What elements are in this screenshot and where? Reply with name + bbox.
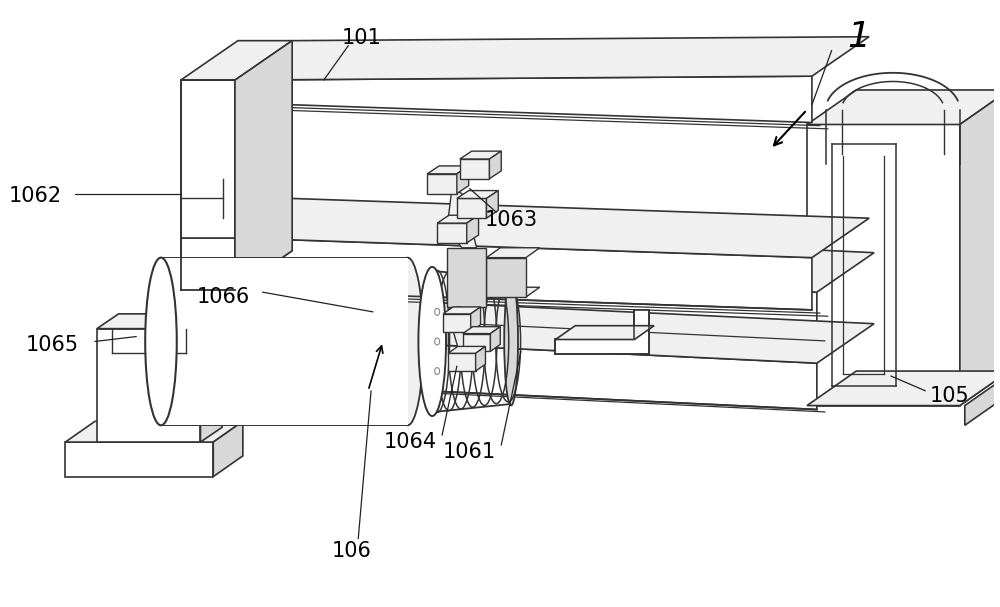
Polygon shape [447, 248, 486, 307]
Text: 1066: 1066 [196, 287, 250, 307]
Polygon shape [437, 215, 479, 223]
Text: 1064: 1064 [384, 432, 437, 452]
Polygon shape [437, 223, 467, 243]
Polygon shape [448, 347, 485, 353]
Ellipse shape [504, 277, 518, 405]
Polygon shape [448, 353, 476, 371]
Polygon shape [161, 257, 408, 426]
Ellipse shape [145, 257, 177, 426]
Polygon shape [555, 310, 649, 354]
Text: 1: 1 [847, 19, 870, 53]
Ellipse shape [392, 257, 423, 426]
Text: 106: 106 [331, 541, 371, 560]
Text: 1061: 1061 [443, 442, 496, 462]
Polygon shape [452, 307, 477, 366]
Polygon shape [97, 328, 200, 442]
Text: 1065: 1065 [26, 336, 79, 356]
Polygon shape [807, 371, 1000, 405]
Polygon shape [486, 248, 540, 257]
Polygon shape [427, 166, 469, 174]
Polygon shape [235, 76, 812, 123]
Polygon shape [181, 80, 235, 238]
Polygon shape [463, 327, 500, 334]
Polygon shape [220, 334, 817, 410]
Polygon shape [807, 90, 1000, 124]
Polygon shape [807, 124, 960, 405]
Polygon shape [555, 326, 654, 339]
Polygon shape [476, 347, 485, 371]
Polygon shape [97, 314, 222, 328]
Text: 1062: 1062 [9, 186, 62, 206]
Polygon shape [457, 191, 498, 198]
Polygon shape [65, 421, 243, 442]
Polygon shape [457, 166, 469, 194]
Polygon shape [65, 442, 213, 476]
Polygon shape [220, 295, 874, 363]
Polygon shape [471, 307, 481, 331]
Ellipse shape [418, 267, 446, 416]
Polygon shape [447, 189, 477, 248]
Polygon shape [443, 314, 471, 331]
Polygon shape [181, 41, 292, 80]
Polygon shape [181, 238, 235, 290]
Polygon shape [965, 371, 1000, 426]
Polygon shape [486, 257, 526, 297]
Polygon shape [235, 41, 292, 290]
Text: 1063: 1063 [485, 210, 538, 230]
Polygon shape [457, 198, 486, 218]
Text: 105: 105 [930, 385, 970, 405]
Polygon shape [460, 159, 489, 178]
Polygon shape [490, 327, 500, 351]
Polygon shape [235, 41, 292, 103]
Polygon shape [960, 90, 1000, 405]
Polygon shape [427, 174, 457, 194]
Polygon shape [235, 198, 869, 257]
Polygon shape [486, 287, 540, 297]
Text: 101: 101 [341, 28, 381, 48]
Polygon shape [467, 215, 479, 243]
Polygon shape [486, 191, 498, 218]
Polygon shape [443, 307, 481, 314]
Polygon shape [235, 36, 869, 80]
Polygon shape [200, 314, 222, 442]
Polygon shape [220, 263, 817, 339]
Polygon shape [460, 151, 501, 159]
Polygon shape [489, 151, 501, 178]
Polygon shape [213, 421, 243, 476]
Polygon shape [235, 238, 812, 310]
Polygon shape [235, 198, 292, 290]
Polygon shape [220, 224, 874, 292]
Polygon shape [463, 334, 490, 351]
